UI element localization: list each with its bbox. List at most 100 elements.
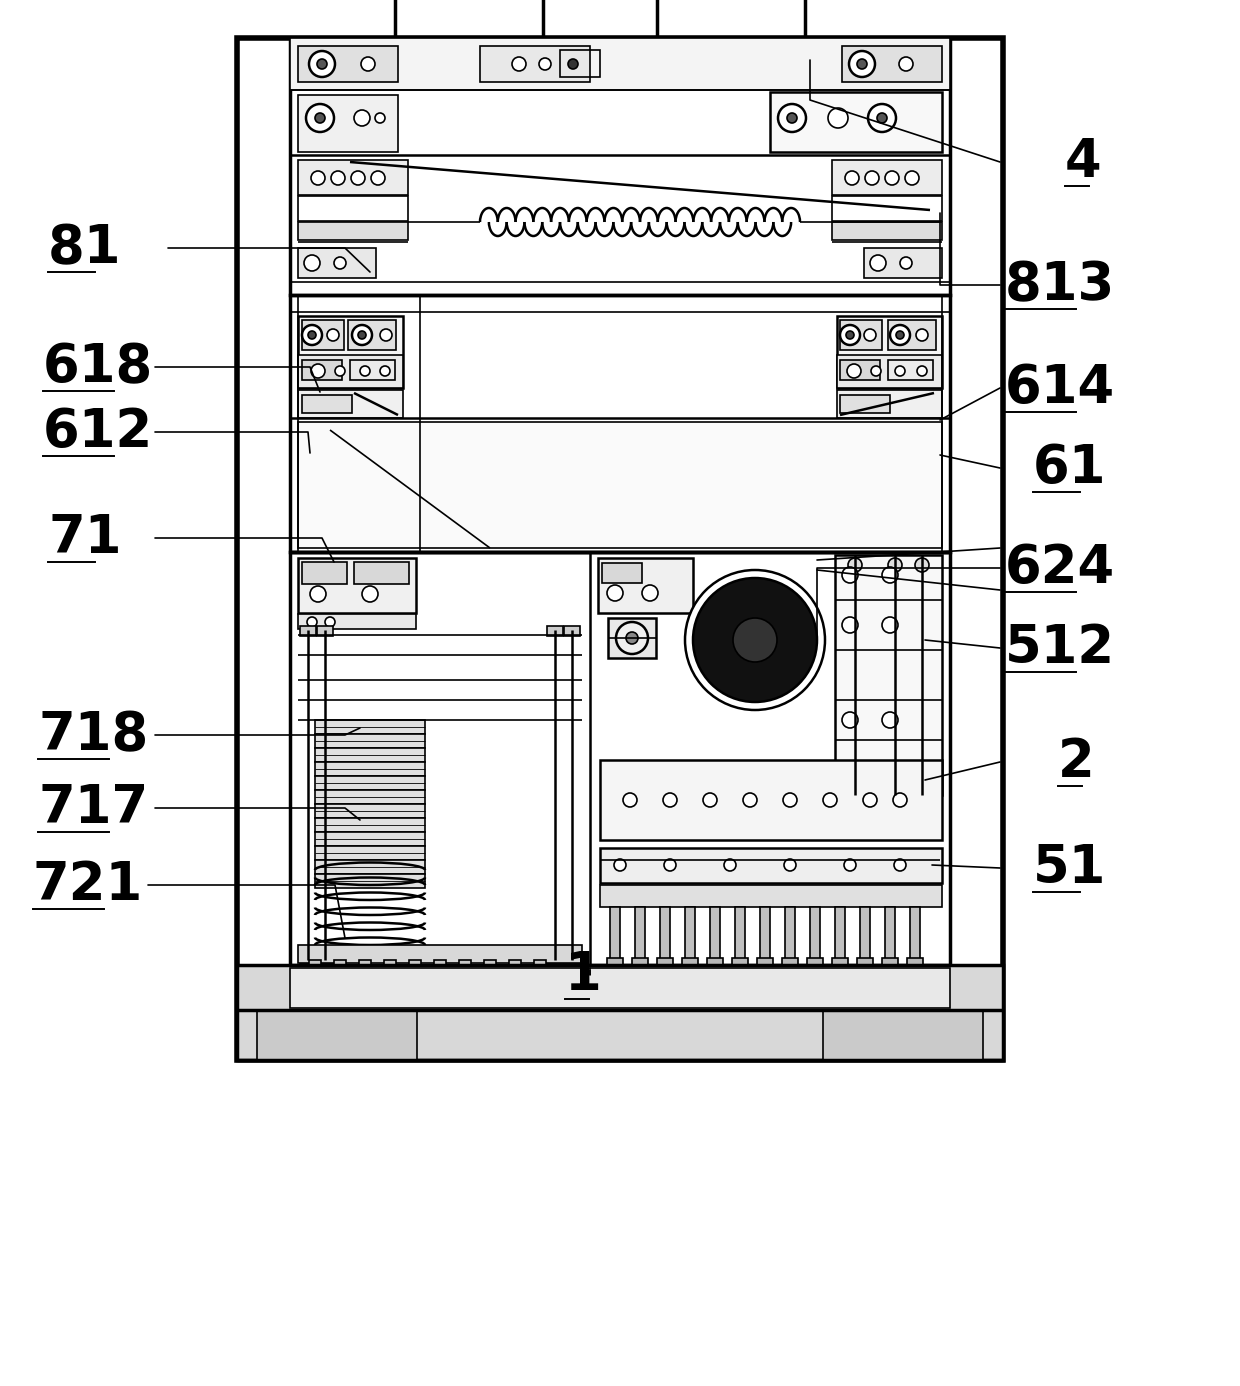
Bar <box>315 790 425 804</box>
Bar <box>810 906 820 962</box>
Bar <box>300 626 316 636</box>
Circle shape <box>353 109 370 126</box>
Bar <box>861 906 870 962</box>
Circle shape <box>622 793 637 807</box>
Bar <box>303 561 347 584</box>
Circle shape <box>360 366 370 376</box>
Circle shape <box>848 773 862 787</box>
Bar <box>732 958 748 966</box>
Text: 721: 721 <box>33 859 144 911</box>
Bar <box>684 906 694 962</box>
Bar <box>298 159 408 195</box>
Bar <box>839 360 880 380</box>
Bar <box>508 960 521 990</box>
Circle shape <box>358 331 366 340</box>
Bar <box>315 804 425 818</box>
Circle shape <box>310 586 326 602</box>
Bar <box>837 316 942 388</box>
Circle shape <box>888 773 901 787</box>
Bar <box>348 320 396 351</box>
Text: 61: 61 <box>1033 442 1106 493</box>
Circle shape <box>724 859 737 870</box>
Bar <box>564 626 580 636</box>
Circle shape <box>885 170 899 184</box>
Circle shape <box>608 585 622 602</box>
Bar <box>534 960 546 990</box>
Bar <box>657 958 673 966</box>
Circle shape <box>842 567 858 584</box>
Bar <box>334 960 346 990</box>
Bar <box>807 958 823 966</box>
Circle shape <box>614 859 626 870</box>
Bar <box>315 859 425 875</box>
Text: 2: 2 <box>1058 736 1095 789</box>
Circle shape <box>870 366 880 376</box>
Bar <box>823 1010 983 1060</box>
Circle shape <box>327 328 339 341</box>
Circle shape <box>890 324 910 345</box>
Circle shape <box>743 793 756 807</box>
Bar <box>317 626 334 636</box>
Circle shape <box>539 58 551 71</box>
Circle shape <box>847 365 861 378</box>
Bar <box>315 748 425 762</box>
Bar <box>506 988 525 997</box>
Text: 614: 614 <box>1004 362 1115 414</box>
Bar <box>608 618 656 658</box>
Bar <box>832 159 942 195</box>
Bar <box>315 818 425 832</box>
Circle shape <box>663 793 677 807</box>
Bar <box>290 552 950 965</box>
Bar <box>531 988 549 997</box>
Circle shape <box>331 170 345 184</box>
Text: 618: 618 <box>43 341 154 394</box>
Bar <box>356 988 374 997</box>
Circle shape <box>900 256 911 269</box>
Circle shape <box>844 170 859 184</box>
Bar <box>480 46 590 82</box>
Circle shape <box>306 104 334 132</box>
Bar <box>560 50 600 78</box>
Bar <box>298 614 415 629</box>
Circle shape <box>918 366 928 376</box>
Bar <box>459 960 471 990</box>
Text: 1: 1 <box>565 949 601 1001</box>
Bar <box>315 875 425 888</box>
Bar <box>298 316 403 388</box>
Text: 4: 4 <box>1065 136 1101 188</box>
Circle shape <box>849 51 875 78</box>
Circle shape <box>866 170 879 184</box>
Circle shape <box>823 793 837 807</box>
Bar <box>882 958 898 966</box>
Circle shape <box>308 331 316 340</box>
Bar <box>600 886 942 906</box>
Circle shape <box>325 617 335 626</box>
Circle shape <box>784 859 796 870</box>
Bar <box>782 958 799 966</box>
Bar <box>888 320 936 351</box>
Bar <box>885 906 895 962</box>
Bar <box>298 248 376 279</box>
Circle shape <box>905 170 919 184</box>
Circle shape <box>308 617 317 626</box>
Text: 51: 51 <box>1033 843 1106 894</box>
Bar <box>682 958 698 966</box>
Circle shape <box>311 365 325 378</box>
Bar <box>608 958 622 966</box>
Text: 718: 718 <box>38 710 149 761</box>
Bar <box>237 37 1003 1060</box>
Bar <box>760 906 770 962</box>
Bar <box>835 554 942 796</box>
Text: 81: 81 <box>48 222 122 274</box>
Bar <box>298 195 408 220</box>
Bar <box>300 954 316 963</box>
Bar <box>770 91 942 152</box>
Bar <box>711 906 720 962</box>
Circle shape <box>844 859 856 870</box>
Bar <box>303 360 342 380</box>
Bar <box>405 988 424 997</box>
Bar <box>600 760 942 840</box>
Circle shape <box>379 366 391 376</box>
Circle shape <box>568 60 578 69</box>
Circle shape <box>379 328 392 341</box>
